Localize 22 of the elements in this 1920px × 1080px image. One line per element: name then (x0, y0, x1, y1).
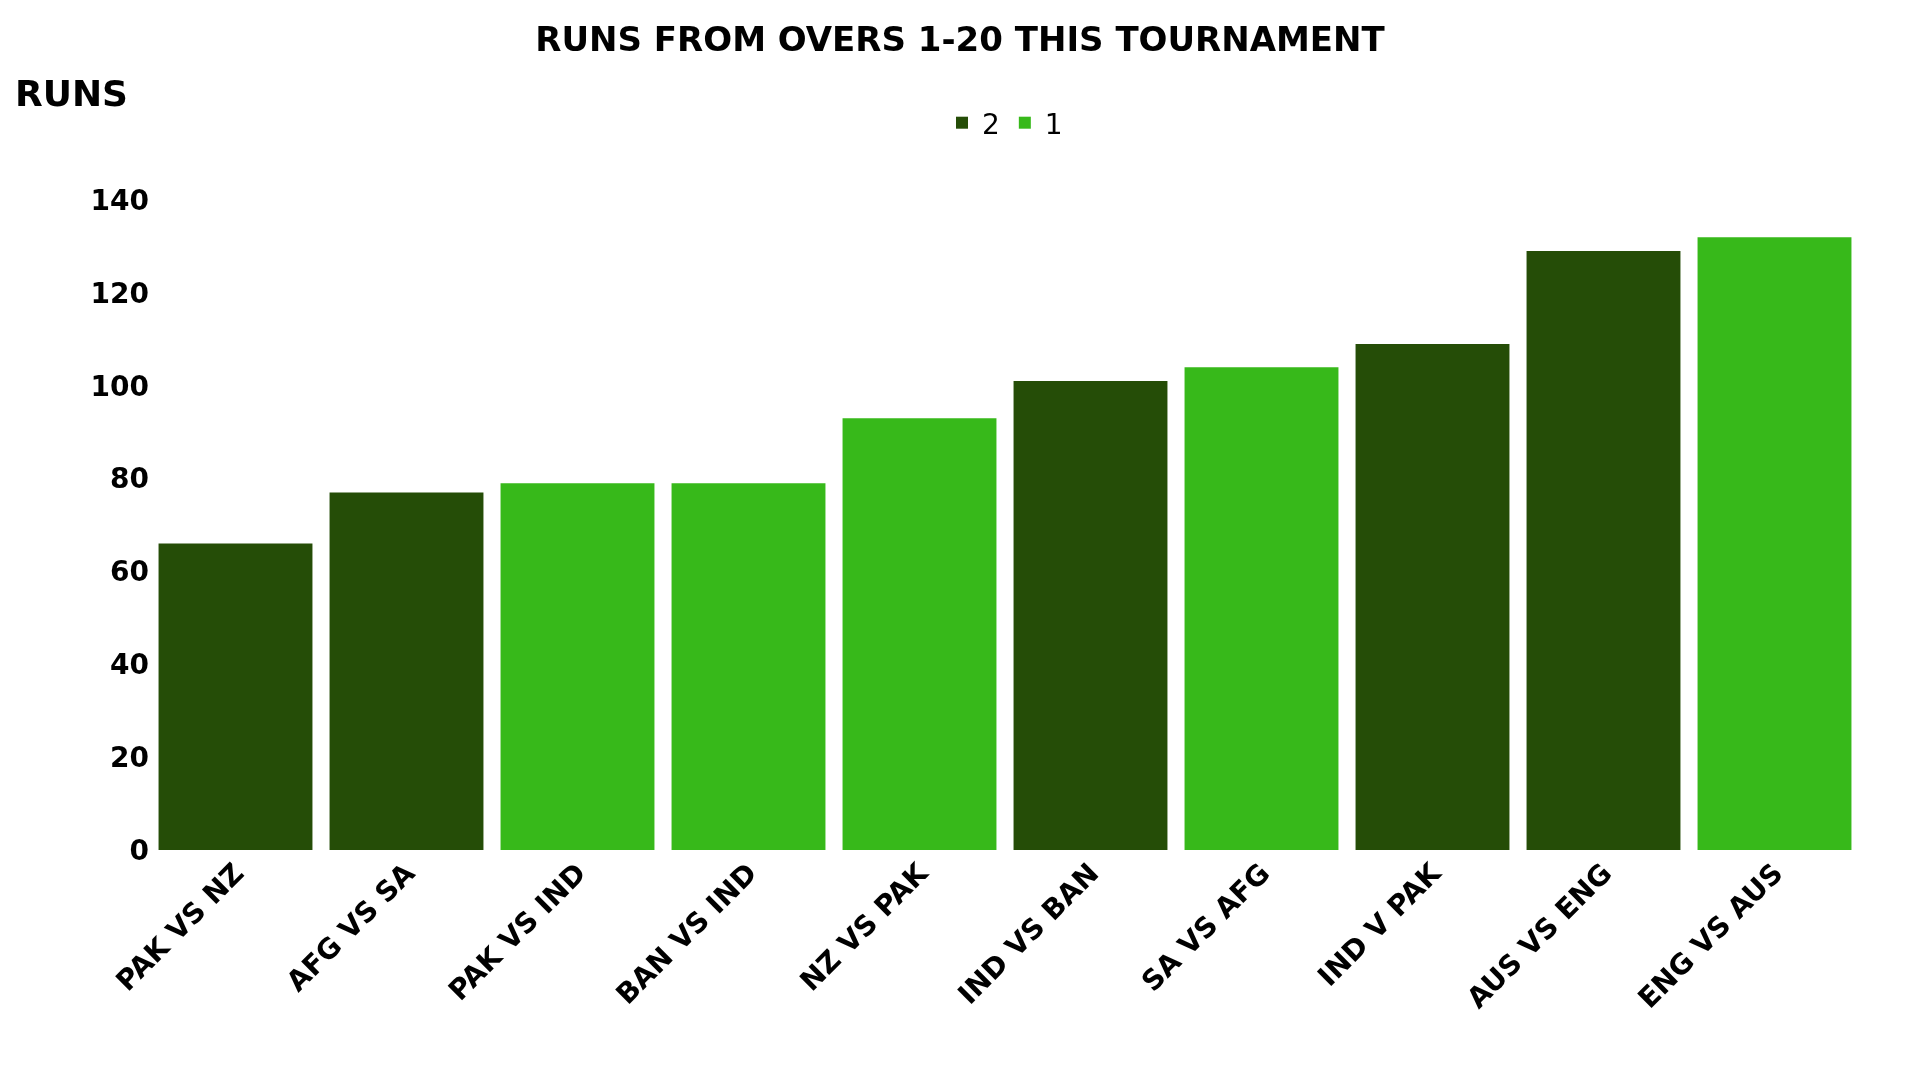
bar (1526, 251, 1681, 850)
bar (1697, 237, 1852, 850)
bar (1013, 381, 1168, 850)
legend-label: 2 (982, 107, 1000, 141)
chart-title: RUNS FROM OVERS 1-20 THIS TOURNAMENT (535, 18, 1386, 59)
bar (671, 483, 826, 850)
y-tick-label: 140 (90, 183, 149, 217)
y-tick-label: 80 (110, 462, 149, 496)
bar (1184, 367, 1339, 850)
y-axis-title: RUNS (15, 73, 129, 114)
y-tick-label: 40 (110, 648, 149, 682)
y-tick-label: 0 (129, 833, 149, 867)
y-tick-label: 60 (110, 555, 149, 589)
bar (329, 492, 484, 850)
bar (500, 483, 655, 850)
legend-label: 1 (1044, 107, 1063, 141)
y-tick-label: 20 (110, 740, 149, 774)
bar (1355, 343, 1510, 850)
y-tick-label: 100 (90, 369, 149, 403)
bar (842, 418, 997, 850)
y-tick-label: 120 (90, 276, 149, 310)
bar (158, 543, 313, 850)
